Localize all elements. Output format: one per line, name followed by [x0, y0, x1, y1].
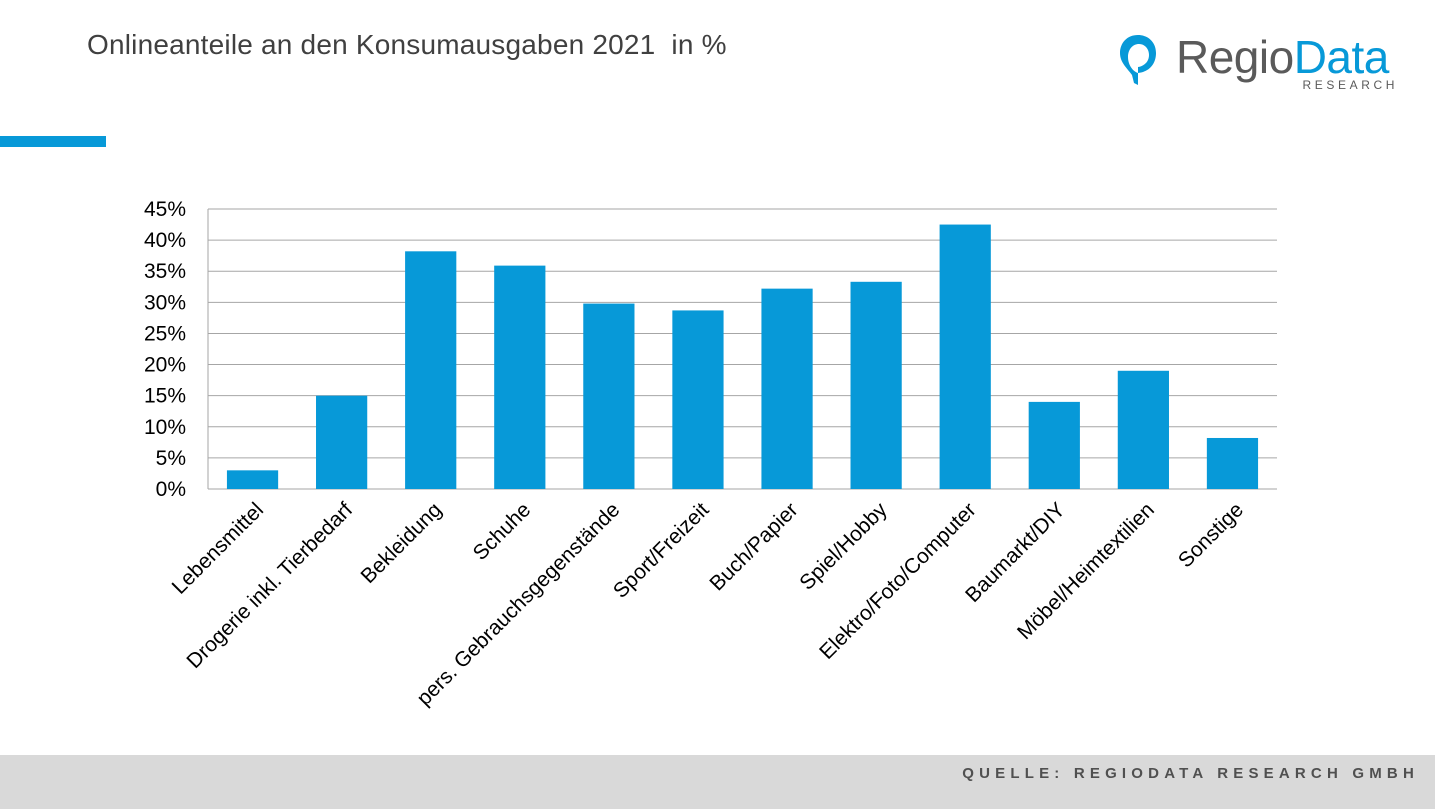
bar-chart: 0% 5% 10% 15% 20% 25% 30% 35% 40% 45% Lebensmitte…: [144, 198, 1277, 710]
y-tick-label: 30%: [144, 291, 186, 314]
y-tick-label: 5%: [156, 447, 186, 470]
bar: [494, 265, 546, 489]
x-tick-label: Elektro/Foto/Computer: [815, 498, 981, 664]
bar: [1028, 401, 1080, 489]
x-tick-label: Lebensmittel: [168, 498, 268, 598]
x-tick-label: Sonstige: [1174, 498, 1248, 572]
location-pin-icon: [1120, 35, 1156, 85]
y-tick-label: 40%: [144, 229, 186, 252]
accent-bar: [0, 136, 106, 147]
y-tick-label: 25%: [144, 322, 186, 345]
bar: [316, 395, 368, 489]
x-tick-label: Drogerie inkl. Tierbedarf: [182, 498, 357, 673]
y-tick-label: 45%: [144, 198, 186, 221]
x-tick-label: Spiel/Hobby: [795, 498, 892, 595]
bar: [672, 310, 724, 489]
bar: [405, 251, 457, 489]
y-tick-label: 0%: [156, 478, 186, 501]
bar: [1117, 370, 1169, 489]
y-tick-label: 10%: [144, 416, 186, 439]
logo-data-text: Data: [1293, 31, 1390, 83]
bars: [226, 224, 1259, 490]
bar: [583, 303, 635, 489]
bar: [226, 470, 279, 489]
regiodata-logo: RegioData RESEARCH: [1118, 30, 1408, 94]
x-tick-label: Sport/Freizeit: [609, 498, 714, 603]
bar: [850, 281, 902, 489]
y-tick-label: 35%: [144, 260, 186, 283]
logo-wordmark: RegioData: [1176, 31, 1389, 83]
logo-regio-text: Regio: [1176, 31, 1294, 83]
y-tick-label: 15%: [144, 385, 186, 408]
x-tick-label: Schuhe: [469, 498, 536, 565]
chart-title: Onlineanteile an den Konsumausgaben 2021…: [87, 29, 727, 60]
bar: [1206, 437, 1259, 489]
x-tick-label: Buch/Papier: [705, 498, 802, 595]
x-tick-label: Bekleidung: [356, 498, 446, 588]
y-tick-label: 20%: [144, 354, 186, 377]
source-note: QUELLE: REGIODATA RESEARCH GMBH: [962, 765, 1419, 782]
y-axis-ticks: 0% 5% 10% 15% 20% 25% 30% 35% 40% 45%: [144, 198, 186, 501]
bar: [761, 288, 813, 489]
bar: [939, 224, 991, 490]
gridlines: [207, 208, 1277, 490]
footer-band: QUELLE: REGIODATA RESEARCH GMBH: [0, 755, 1435, 809]
logo-subtitle: RESEARCH: [1302, 78, 1398, 92]
